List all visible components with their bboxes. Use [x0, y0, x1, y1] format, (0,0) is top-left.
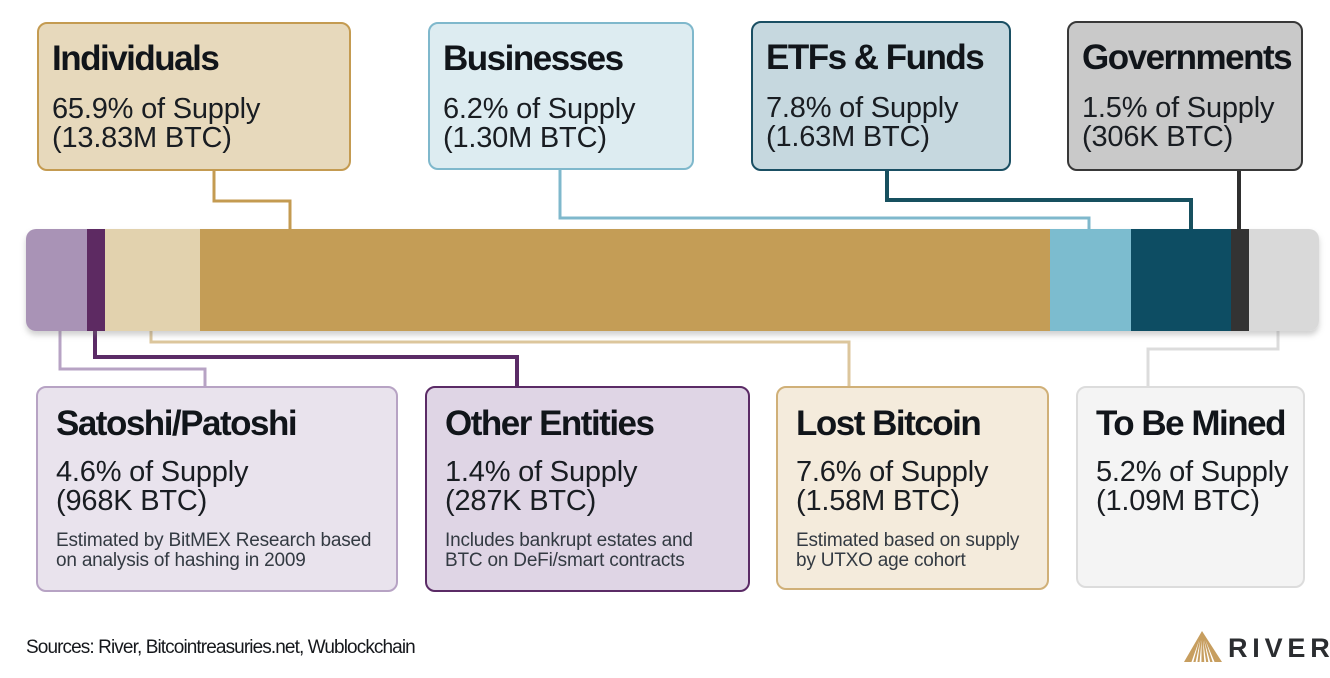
svg-text:RIVER: RIVER: [1228, 633, 1330, 663]
